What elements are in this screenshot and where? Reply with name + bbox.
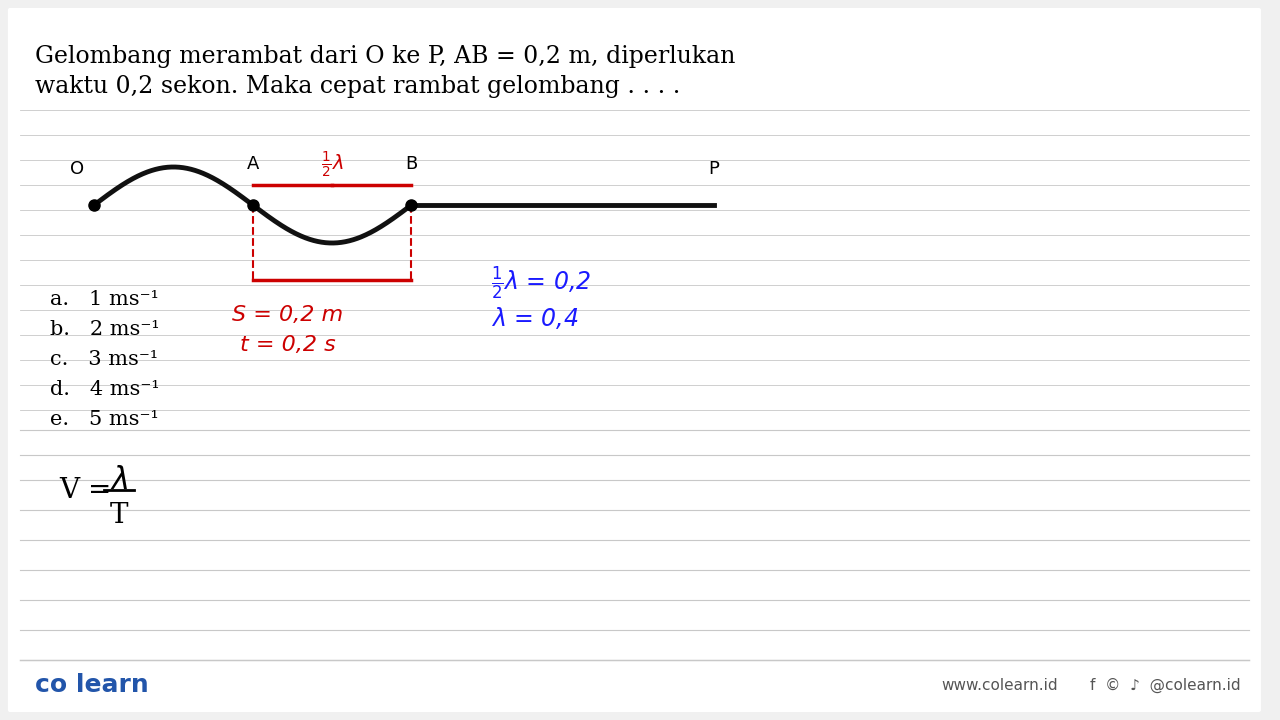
Text: f  ©  ♪  @colearn.id: f © ♪ @colearn.id [1091,678,1242,693]
Text: $\lambda$ = 0,4: $\lambda$ = 0,4 [490,305,579,331]
Text: P: P [708,160,719,178]
Text: Gelombang merambat dari O ke P, AB = 0,2 m, diperlukan: Gelombang merambat dari O ke P, AB = 0,2… [35,45,735,68]
Text: d.   4 ms⁻¹: d. 4 ms⁻¹ [50,380,159,399]
Text: c.   3 ms⁻¹: c. 3 ms⁻¹ [50,350,157,369]
Text: $\frac{1}{2}\lambda$: $\frac{1}{2}\lambda$ [321,150,343,180]
Text: V =: V = [59,477,120,503]
Text: O: O [70,160,84,178]
Text: $\frac{1}{2}$$\lambda$ = 0,2: $\frac{1}{2}$$\lambda$ = 0,2 [490,265,591,302]
Text: B: B [406,155,417,173]
Text: b.   2 ms⁻¹: b. 2 ms⁻¹ [50,320,159,339]
FancyBboxPatch shape [8,8,1261,712]
Text: waktu 0,2 sekon. Maka cepat rambat gelombang . . . .: waktu 0,2 sekon. Maka cepat rambat gelom… [35,75,680,98]
Text: co learn: co learn [35,673,148,697]
Text: $\lambda$: $\lambda$ [110,464,128,495]
Text: www.colearn.id: www.colearn.id [942,678,1059,693]
Text: a.   1 ms⁻¹: a. 1 ms⁻¹ [50,290,159,309]
Text: S = 0,2 m: S = 0,2 m [232,305,343,325]
Text: t = 0,2 s: t = 0,2 s [239,335,335,355]
Text: T: T [110,502,128,529]
Text: e.   5 ms⁻¹: e. 5 ms⁻¹ [50,410,159,429]
Text: A: A [247,155,259,173]
